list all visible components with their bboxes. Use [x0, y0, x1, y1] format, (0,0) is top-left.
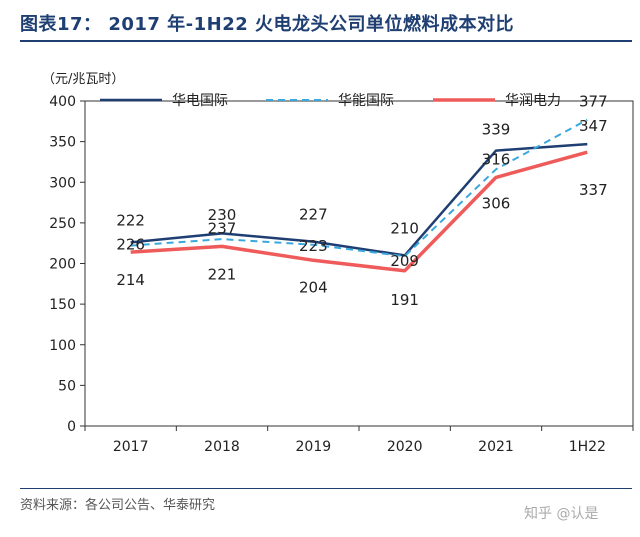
- legend-label-1: 华电国际: [172, 93, 228, 109]
- y-ticks: 0 50 100 150 200 250 300 350 400: [49, 94, 85, 435]
- x-ticks: 2017 2018 2019 2020 2021 1H22: [84, 426, 634, 455]
- x-tick-label: 2021: [478, 439, 514, 455]
- x-tick-label: 1H22: [569, 439, 606, 455]
- data-labels: 226 237 227 210 339 347 222 230 223 209 316 377 214 2…: [116, 93, 607, 309]
- y-tick-label: 50: [58, 378, 76, 394]
- y-tick-label: 200: [49, 257, 76, 273]
- source-rule: [20, 488, 632, 489]
- data-label: 214: [116, 271, 145, 289]
- x-tick-label: 2017: [113, 439, 149, 455]
- x-tick-label: 2019: [296, 439, 332, 455]
- data-label: 230: [208, 206, 237, 224]
- x-tick-label: 2018: [204, 439, 240, 455]
- title-rule: [20, 40, 632, 42]
- data-label: 221: [208, 265, 237, 283]
- plot-frame: [84, 100, 634, 427]
- data-label: 337: [579, 181, 608, 199]
- watermark: 知乎 @认是: [524, 506, 599, 522]
- y-axis-label: （元/兆瓦时）: [42, 72, 124, 87]
- data-label: 237: [208, 219, 237, 237]
- data-label: 226: [116, 235, 145, 253]
- data-label: 210: [390, 219, 419, 237]
- source-note: 资料来源：各公司公告、华泰研究: [20, 498, 216, 513]
- y-tick-label: 100: [49, 338, 76, 354]
- data-label: 347: [579, 117, 608, 135]
- series-line-1: [130, 142, 588, 257]
- y-tick-label: 150: [49, 297, 76, 313]
- series-lines: [130, 118, 588, 273]
- x-tick-label: 2020: [387, 439, 423, 455]
- y-tick-label: 250: [49, 216, 76, 232]
- data-label: 209: [390, 252, 419, 270]
- y-tick-label: 350: [49, 135, 76, 151]
- figure-title: 图表17： 2017 年-1H22 火电龙头公司单位燃料成本对比: [20, 14, 515, 35]
- data-label: 223: [299, 237, 328, 255]
- data-label: 222: [116, 212, 145, 230]
- legend-label-3: 华润电力: [505, 93, 561, 109]
- data-label: 377: [579, 93, 608, 111]
- legend: 华电国际 华能国际 华润电力: [100, 93, 561, 109]
- series-line-3: [130, 150, 588, 273]
- data-label: 204: [299, 278, 328, 296]
- legend-label-2: 华能国际: [338, 93, 394, 109]
- axes: [84, 100, 634, 427]
- data-label: 227: [299, 206, 328, 224]
- data-label: 191: [390, 291, 419, 309]
- y-tick-label: 300: [49, 175, 76, 191]
- y-tick-label: 400: [49, 94, 76, 110]
- data-label: 306: [482, 194, 511, 212]
- data-label: 316: [482, 150, 511, 168]
- data-label: 339: [482, 121, 511, 139]
- y-tick-label: 0: [67, 419, 76, 435]
- series-line-2: [130, 118, 588, 258]
